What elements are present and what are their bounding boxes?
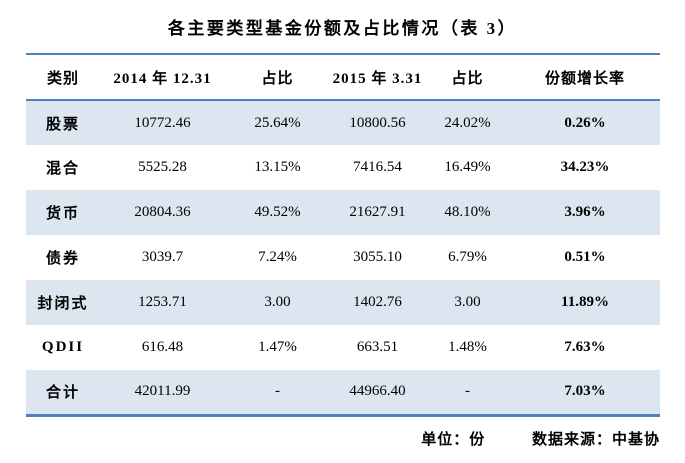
table-row-hybrid: 混合 5525.28 13.15% 7416.54 16.49% 34.23% bbox=[26, 145, 660, 190]
table-row-money-market: 货币 20804.36 49.52% 21627.91 48.10% 3.96% bbox=[26, 190, 660, 235]
cell-2014-pct: 3.00 bbox=[264, 294, 291, 310]
cell-category: 混合 bbox=[45, 161, 80, 177]
cell-2015-pct: 6.79% bbox=[448, 249, 487, 265]
col-header-pct-2014: 占比 bbox=[261, 70, 294, 87]
table-row-qdii: QDII 616.48 1.47% 663.51 1.48% 7.63% bbox=[26, 325, 660, 370]
cell-2015-pct: 1.48% bbox=[448, 339, 487, 355]
cell-2014-pct: 49.52% bbox=[254, 204, 301, 220]
cell-2014-value: 616.48 bbox=[141, 339, 184, 355]
cell-2015-value: 1402.76 bbox=[353, 294, 402, 310]
cell-2015-pct: 3.00 bbox=[454, 294, 481, 310]
unit-label: 单位：份 bbox=[421, 431, 486, 448]
col-header-2015: 2015 年 3.31 bbox=[332, 70, 423, 87]
cell-2014-pct: 1.47% bbox=[258, 339, 297, 355]
cell-2014-pct: 25.64% bbox=[254, 114, 301, 131]
cell-2015-value: 7416.54 bbox=[353, 159, 402, 175]
cell-2014-pct: - bbox=[275, 383, 280, 400]
cell-2014-value: 20804.36 bbox=[134, 204, 191, 220]
cell-2015-value: 3055.10 bbox=[353, 249, 402, 265]
table-row-closed-end: 封闭式 1253.71 3.00 1402.76 3.00 11.89% bbox=[26, 280, 660, 325]
col-header-growth-rate: 份额增长率 bbox=[544, 70, 625, 87]
cell-growth: 3.96% bbox=[564, 204, 606, 220]
cell-growth: 7.63% bbox=[564, 339, 606, 355]
data-source-label: 数据来源：中基协 bbox=[531, 431, 660, 448]
table-footnote: 单位：份 数据来源：中基协 bbox=[26, 428, 660, 449]
table-row-total: 合计 42011.99 - 44966.40 - 7.03% bbox=[26, 370, 660, 415]
cell-2014-value: 42011.99 bbox=[134, 383, 191, 400]
cell-category: QDII bbox=[41, 339, 85, 355]
cell-2015-value: 44966.40 bbox=[349, 383, 406, 400]
cell-2015-pct: 48.10% bbox=[444, 204, 491, 220]
table-row-stock: 股票 10772.46 25.64% 10800.56 24.02% 0.26% bbox=[26, 100, 660, 145]
cell-growth: 0.26% bbox=[564, 114, 606, 131]
cell-category: 封闭式 bbox=[37, 296, 89, 312]
cell-category: 合计 bbox=[45, 385, 80, 402]
cell-growth: 11.89% bbox=[561, 294, 609, 310]
cell-growth: 0.51% bbox=[564, 249, 606, 265]
cell-2015-pct: 24.02% bbox=[444, 114, 491, 131]
col-header-pct-2015: 占比 bbox=[451, 70, 484, 87]
cell-2015-value: 10800.56 bbox=[349, 114, 406, 131]
cell-2014-value: 5525.28 bbox=[138, 159, 187, 175]
table-row-bond: 债券 3039.7 7.24% 3055.10 6.79% 0.51% bbox=[26, 235, 660, 280]
cell-2015-pct: - bbox=[465, 383, 470, 400]
cell-2014-value: 3039.7 bbox=[141, 249, 184, 265]
cell-2014-pct: 13.15% bbox=[254, 159, 301, 175]
cell-2015-pct: 16.49% bbox=[444, 159, 491, 175]
col-header-2014: 2014 年 12.31 bbox=[113, 70, 212, 87]
cell-2014-value: 10772.46 bbox=[134, 114, 191, 131]
table-body: 股票 10772.46 25.64% 10800.56 24.02% 0.26%… bbox=[26, 100, 660, 415]
table-header: 类别 2014 年 12.31 占比 2015 年 3.31 占比 份额增长率 bbox=[26, 54, 660, 100]
cell-growth: 34.23% bbox=[560, 159, 610, 175]
table-title: 各主要类型基金份额及占比情况（表 3） bbox=[167, 19, 518, 38]
cell-category: 货币 bbox=[45, 206, 80, 222]
cell-2015-value: 21627.91 bbox=[349, 204, 406, 220]
cell-2014-pct: 7.24% bbox=[258, 249, 297, 265]
cell-2015-value: 663.51 bbox=[356, 339, 399, 355]
cell-2014-value: 1253.71 bbox=[138, 294, 187, 310]
col-header-category: 类别 bbox=[46, 70, 79, 87]
cell-category: 债券 bbox=[45, 251, 80, 267]
header-row: 类别 2014 年 12.31 占比 2015 年 3.31 占比 份额增长率 bbox=[26, 54, 660, 100]
fund-share-table: 类别 2014 年 12.31 占比 2015 年 3.31 占比 份额增长率 … bbox=[26, 53, 660, 417]
cell-growth: 7.03% bbox=[564, 383, 606, 400]
cell-category: 股票 bbox=[45, 116, 80, 133]
